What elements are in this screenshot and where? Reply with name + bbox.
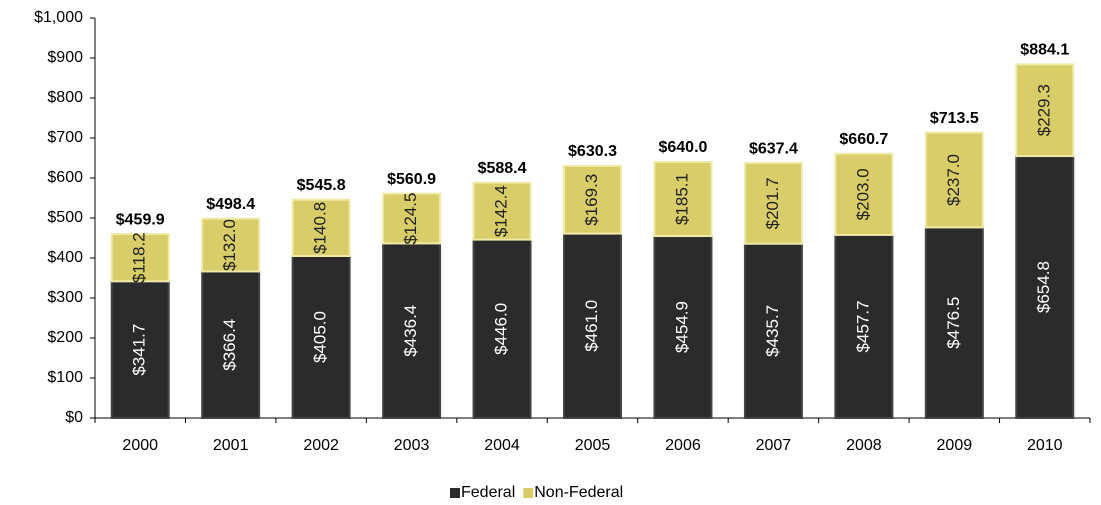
- x-tick-label: 2006: [665, 437, 701, 454]
- legend-label: Non-Federal: [534, 484, 623, 501]
- total-label: $588.4: [478, 160, 527, 177]
- data-label: $237.0: [944, 154, 963, 206]
- bar-segment: [201, 217, 261, 273]
- bar-segment: [1015, 155, 1075, 420]
- y-tick-label: $0: [65, 409, 83, 426]
- total-label: $630.3: [568, 143, 617, 160]
- total-label: $637.4: [749, 140, 798, 157]
- y-tick-label: $300: [47, 289, 83, 306]
- bar-segment: [653, 161, 713, 238]
- data-label: $169.3: [582, 174, 601, 226]
- total-label: $545.8: [297, 177, 346, 194]
- data-label: $118.2: [130, 232, 149, 283]
- data-label: $457.7: [853, 300, 872, 352]
- bar-segment: [563, 164, 622, 235]
- data-label: $229.3: [1034, 84, 1053, 136]
- bar-segment: [382, 192, 442, 245]
- bar-segment: [291, 255, 351, 419]
- bar-segment: [1015, 63, 1075, 158]
- bar-segment: [834, 152, 894, 236]
- y-tick-label: $600: [47, 169, 83, 186]
- x-tick-label: 2003: [394, 437, 430, 454]
- x-tick-label: 2005: [575, 437, 611, 454]
- y-tick-label: $500: [47, 209, 83, 226]
- y-tick-label: $800: [47, 89, 83, 106]
- legend-swatch: [523, 488, 534, 498]
- data-label: $341.7: [130, 324, 149, 376]
- data-label: $446.0: [492, 303, 511, 355]
- y-tick-label: $900: [47, 49, 83, 66]
- data-label: $405.0: [311, 311, 330, 363]
- data-label: $132.0: [220, 219, 239, 271]
- bar-segment: [382, 242, 442, 419]
- data-label: $476.5: [944, 297, 963, 349]
- bar-segment: [110, 233, 170, 283]
- y-tick-label: $400: [47, 249, 83, 266]
- total-label: $459.9: [116, 211, 165, 228]
- bar-segment: [743, 162, 803, 245]
- data-label: $201.7: [763, 177, 782, 229]
- data-label: $142.4: [492, 185, 511, 237]
- y-tick-label: $200: [47, 329, 83, 346]
- bar-segment: [472, 238, 532, 419]
- total-label: $640.0: [658, 139, 707, 156]
- data-label: $436.4: [401, 305, 420, 357]
- x-tick-label: 2004: [484, 437, 520, 454]
- bar-segment: [472, 181, 532, 241]
- bar-segment: [291, 198, 351, 257]
- data-label: $454.9: [672, 301, 691, 353]
- total-label: $498.4: [206, 196, 255, 213]
- bar-segment: [743, 242, 803, 419]
- y-tick-label: $100: [47, 369, 83, 386]
- data-label: $435.7: [763, 305, 782, 357]
- bar-segment: [563, 232, 622, 419]
- x-tick-label: 2009: [937, 437, 973, 454]
- x-tick-label: 2007: [756, 437, 792, 454]
- data-label: $203.0: [853, 168, 872, 220]
- bar-segment: [924, 226, 984, 419]
- x-tick-label: 2002: [303, 437, 339, 454]
- x-tick-label: 2008: [846, 437, 882, 454]
- data-label: $185.1: [672, 173, 691, 225]
- data-label: $140.8: [311, 202, 330, 254]
- data-label: $461.0: [582, 300, 601, 352]
- bar-segment: [201, 270, 261, 419]
- y-tick-label: $700: [47, 129, 83, 146]
- total-label: $560.9: [387, 171, 436, 188]
- data-label: $366.4: [220, 319, 239, 371]
- legend-swatch: [450, 488, 460, 498]
- legend-label: Federal: [461, 484, 515, 501]
- bar-segment: [653, 235, 713, 419]
- data-label: $654.8: [1034, 261, 1053, 313]
- total-label: $660.7: [839, 131, 888, 148]
- bar-segment: [924, 131, 984, 229]
- x-tick-label: 2001: [213, 437, 249, 454]
- total-label: $884.1: [1020, 42, 1069, 59]
- y-tick-label: $1,000: [34, 9, 83, 26]
- x-tick-label: 2000: [122, 437, 158, 454]
- data-label: $124.5: [401, 193, 420, 245]
- x-tick-label: 2010: [1027, 437, 1063, 454]
- total-label: $713.5: [930, 110, 979, 127]
